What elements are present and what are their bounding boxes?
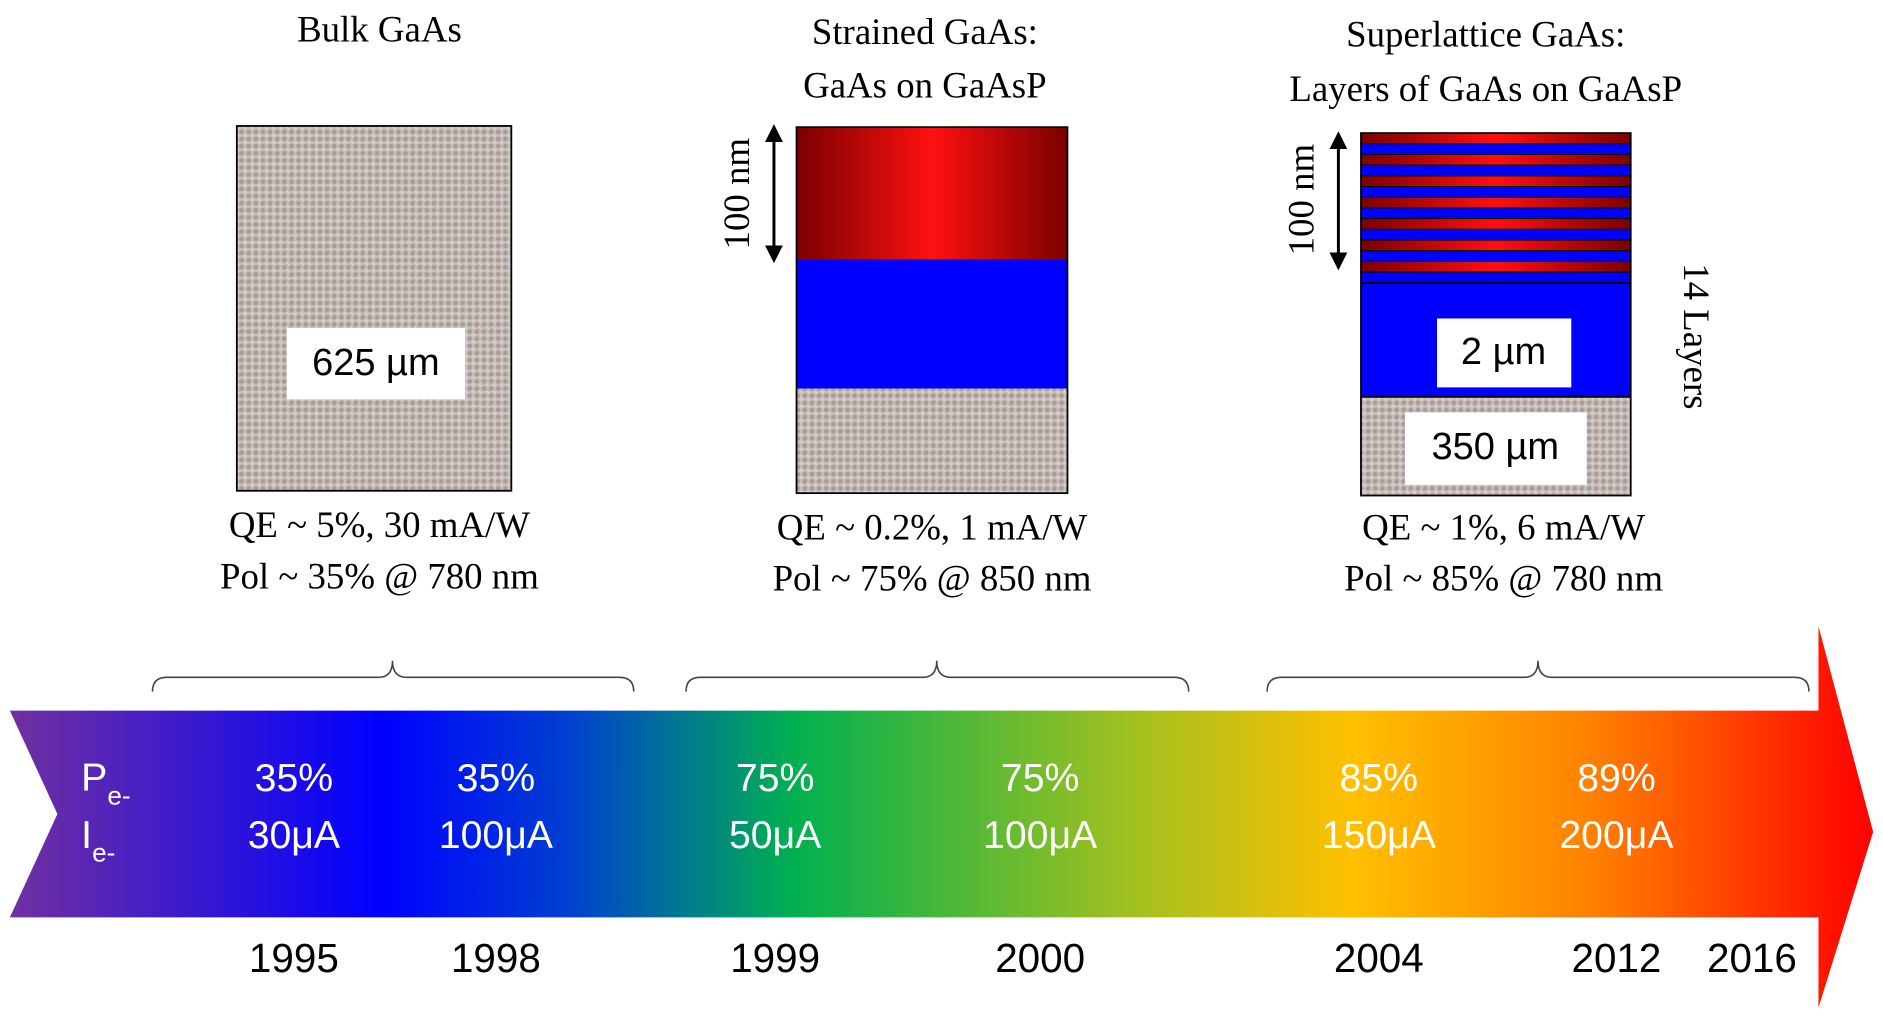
pol-caption: Pol ~ 75% @ 850 nm [773, 558, 1092, 599]
outline [795, 126, 1069, 495]
symbol: P [81, 757, 107, 800]
current: 50μA [729, 814, 822, 857]
panel-superlattice: Superlattice GaAs: Layers of GaAs on GaA… [1281, 13, 1717, 598]
stripe [1360, 164, 1632, 177]
current: 30μA [248, 814, 341, 857]
subscript: e- [107, 780, 130, 810]
stripe [1360, 175, 1632, 188]
brace [685, 660, 1190, 692]
brace [151, 660, 635, 692]
substrate [796, 388, 1068, 494]
panel-bulk: Bulk GaAs 625 µm QE ~ 5%, 30 mA/W Pol ~ … [220, 9, 539, 597]
year: 2004 [1334, 935, 1424, 981]
stripe [1360, 196, 1632, 209]
stripe [1360, 154, 1632, 166]
stripe [1360, 228, 1632, 241]
outline [1360, 132, 1632, 497]
stripe [1360, 132, 1632, 145]
year: 1998 [451, 935, 541, 981]
stripe [1360, 239, 1632, 252]
panel-title: Bulk GaAs [297, 9, 462, 50]
timeline-arrow [9, 626, 1874, 1008]
thickness-label: 625 µm [312, 342, 440, 384]
symbol: I [81, 814, 92, 857]
pol-caption: Pol ~ 35% @ 780 nm [220, 555, 539, 596]
stripe [1360, 250, 1632, 262]
current: 100μA [439, 814, 554, 857]
brace [1266, 660, 1810, 692]
qe-caption: QE ~ 1%, 6 mA/W [1362, 507, 1645, 548]
dimension-label: 100 nm [716, 138, 757, 250]
year: 2000 [995, 935, 1085, 981]
polarization: 85% [1340, 757, 1418, 800]
year: 2012 [1572, 935, 1662, 981]
panel-title: Strained GaAs: [812, 11, 1038, 52]
current: 100μA [983, 814, 1098, 857]
panel-title: Layers of GaAs on GaAsP [1289, 68, 1682, 109]
row-label: Pe- [81, 757, 130, 810]
current: 200μA [1559, 814, 1674, 857]
year: 1999 [730, 935, 820, 981]
polarization: 75% [736, 757, 814, 800]
thickness-label: 350 µm [1431, 426, 1559, 468]
stripe [1360, 186, 1632, 198]
stripe [1360, 207, 1632, 220]
polarization: 89% [1577, 757, 1655, 800]
polarization: 75% [1001, 757, 1079, 800]
thickness-label: 2 µm [1461, 331, 1546, 373]
gaasp-layer [796, 259, 1068, 389]
subscript: e- [92, 837, 115, 867]
substrate [235, 125, 513, 492]
polarization: 35% [255, 757, 333, 800]
layers-label: 14 Layers [1676, 263, 1717, 409]
timeline-entries: 35% 30μA 1995 35% 100μA 1998 75% 50μA 1999 75% 100… [248, 757, 1675, 981]
label-box [286, 327, 465, 400]
current: 150μA [1322, 814, 1437, 857]
panel-strained: Strained GaAs: GaAs on GaAsP 100 nm QE ~… [716, 11, 1092, 599]
polarization: 35% [457, 757, 535, 800]
stripe [1360, 218, 1632, 230]
year: 2016 [1707, 935, 1797, 981]
braces [151, 660, 1810, 692]
panel-title: GaAs on GaAsP [803, 65, 1046, 106]
label-box [1404, 412, 1587, 485]
dimension-label: 100 nm [1281, 144, 1322, 256]
qe-caption: QE ~ 5%, 30 mA/W [229, 504, 530, 545]
row-labels: Pe- Ie- [81, 757, 130, 867]
qe-caption: QE ~ 0.2%, 1 mA/W [777, 507, 1088, 548]
strained-layer [796, 127, 1068, 260]
label-box [1437, 318, 1572, 388]
row-label: Ie- [81, 814, 115, 867]
pol-caption: Pol ~ 85% @ 780 nm [1344, 558, 1663, 599]
panel-title: Superlattice GaAs: [1346, 13, 1625, 54]
stripe [1360, 260, 1632, 273]
stripe [1360, 143, 1632, 155]
year: 1995 [249, 935, 339, 981]
stripe [1360, 271, 1632, 284]
superlattice-stripes [1360, 132, 1632, 284]
